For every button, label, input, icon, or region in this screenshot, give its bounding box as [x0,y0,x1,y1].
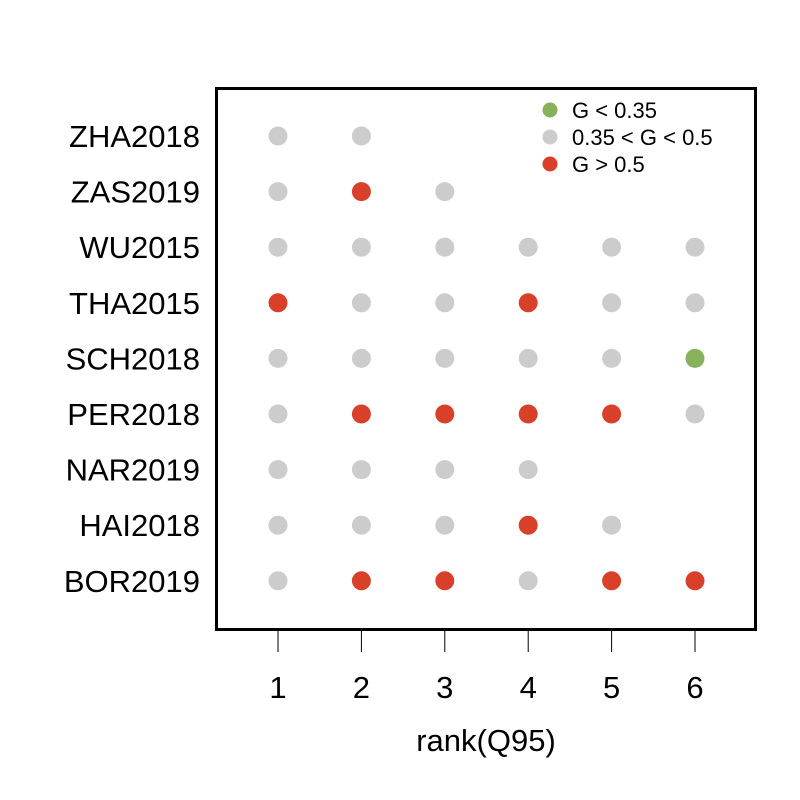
point-bor2019-rank-4 [518,571,538,591]
y-label-per2018: PER2018 [67,397,200,432]
point-per2018-rank-5 [602,404,622,424]
point-bor2019-rank-1 [268,571,288,591]
legend: G < 0.350.35 < G < 0.5G > 0.5 [542,98,713,177]
y-label-zha2018: ZHA2018 [69,119,200,154]
point-zas2019-rank-2 [351,182,371,202]
point-hai2018-rank-4 [518,515,538,535]
x-tick-label-3: 3 [436,670,453,705]
y-label-wu2015: WU2015 [79,230,200,265]
point-tha2015-rank-1 [268,293,288,313]
legend-label-high: G > 0.5 [572,152,645,177]
point-sch2018-rank-3 [435,348,455,368]
y-axis: ZHA2018 ZAS2019 WU2015 THA2015 SCH2018 PER201… [64,119,200,599]
point-bor2019-rank-3 [435,571,455,591]
point-wu2015-rank-5 [602,237,622,257]
point-tha2015-rank-5 [602,293,622,313]
point-tha2015-rank-6 [685,293,705,313]
point-zha2018-rank-1 [268,126,288,146]
point-per2018-rank-4 [518,404,538,424]
legend-label-mid: 0.35 < G < 0.5 [572,125,713,150]
y-label-hai2018: HAI2018 [79,508,200,543]
point-tha2015-rank-2 [351,293,371,313]
legend-label-low: G < 0.35 [572,98,657,123]
point-zas2019-rank-3 [435,182,455,202]
legend-marker-mid [542,129,558,145]
y-label-sch2018: SCH2018 [66,341,200,376]
point-wu2015-rank-4 [518,237,538,257]
point-hai2018-rank-5 [602,515,622,535]
point-wu2015-rank-1 [268,237,288,257]
x-tick-label-5: 5 [603,670,620,705]
point-hai2018-rank-1 [268,515,288,535]
point-hai2018-rank-2 [351,515,371,535]
point-nar2019-rank-2 [351,460,371,480]
point-bor2019-rank-6 [685,571,705,591]
point-sch2018-rank-5 [602,348,622,368]
point-nar2019-rank-4 [518,460,538,480]
x-tick-label-1: 1 [269,670,286,705]
y-label-nar2019: NAR2019 [66,453,200,488]
point-sch2018-rank-6 [685,348,705,368]
point-per2018-rank-6 [685,404,705,424]
point-bor2019-rank-5 [602,571,622,591]
x-axis-title: rank(Q95) [416,723,556,758]
legend-marker-high [542,156,558,172]
point-tha2015-rank-4 [518,293,538,313]
point-sch2018-rank-4 [518,348,538,368]
x-tick-label-2: 2 [353,670,370,705]
point-wu2015-rank-6 [685,237,705,257]
plot-frame [215,87,757,631]
point-sch2018-rank-1 [268,348,288,368]
y-label-bor2019: BOR2019 [64,564,200,599]
point-per2018-rank-2 [351,404,371,424]
point-sch2018-rank-2 [351,348,371,368]
point-hai2018-rank-3 [435,515,455,535]
y-label-zas2019: ZAS2019 [71,175,200,210]
point-bor2019-rank-2 [351,571,371,591]
point-wu2015-rank-2 [351,237,371,257]
x-axis: 1 2 3 4 5 6 [269,631,704,705]
point-wu2015-rank-3 [435,237,455,257]
y-label-tha2015: THA2015 [69,286,200,321]
x-tick-label-6: 6 [686,670,703,705]
legend-marker-low [542,102,558,118]
points-layer [268,126,705,591]
x-tick-label-4: 4 [520,670,537,705]
point-per2018-rank-3 [435,404,455,424]
point-nar2019-rank-1 [268,460,288,480]
point-zas2019-rank-1 [268,182,288,202]
point-per2018-rank-1 [268,404,288,424]
point-zha2018-rank-2 [351,126,371,146]
point-tha2015-rank-3 [435,293,455,313]
point-nar2019-rank-3 [435,460,455,480]
